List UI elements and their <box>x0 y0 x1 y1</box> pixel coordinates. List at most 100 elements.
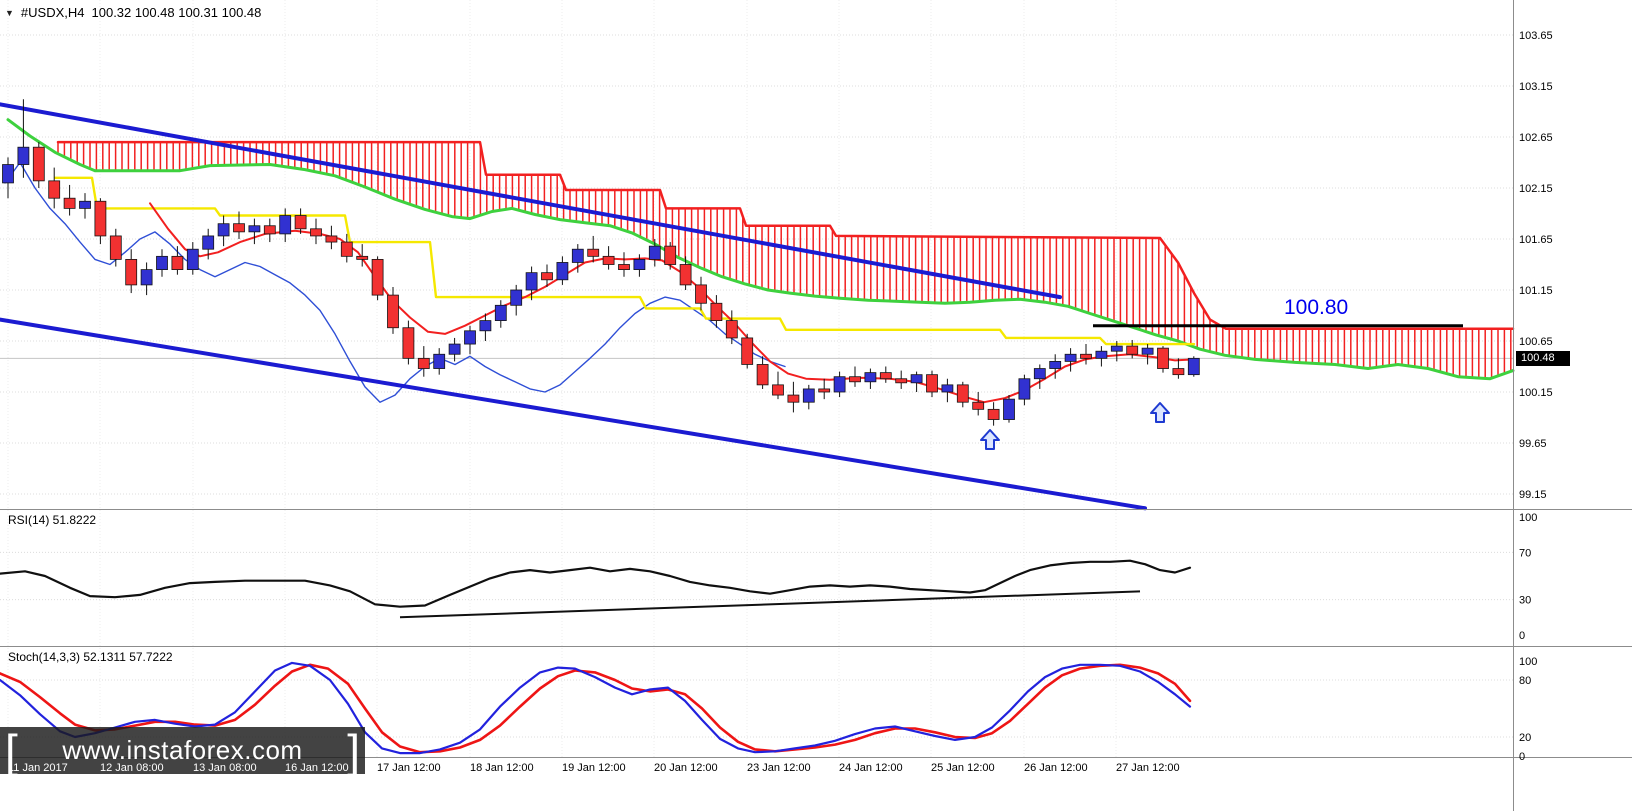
main-chart-canvas[interactable] <box>0 0 1513 509</box>
time-axis-label: 18 Jan 12:00 <box>470 762 534 774</box>
candle-body <box>679 264 692 286</box>
time-axis-label: 23 Jan 12:00 <box>747 762 811 774</box>
candle-body <box>109 235 122 260</box>
candle <box>1018 374 1031 406</box>
up-arrow-marker[interactable] <box>1150 402 1170 423</box>
time-axis-label: 24 Jan 12:00 <box>839 762 903 774</box>
kijun-sen-line <box>53 176 1196 346</box>
candle-body <box>1172 368 1185 376</box>
price-axis-label: 99.15 <box>1519 489 1547 501</box>
candle <box>248 218 261 245</box>
candle-body <box>849 376 861 383</box>
time-axis-label: 19 Jan 12:00 <box>562 762 626 774</box>
candle <box>1095 346 1108 367</box>
candle <box>1064 348 1077 372</box>
candle-body <box>987 408 1000 420</box>
candle-body <box>618 264 630 270</box>
candle-body <box>248 225 261 233</box>
candle <box>556 256 569 285</box>
stoch-indicator-label: Stoch(14,3,3) 52.1311 57.7222 <box>8 650 173 664</box>
candle <box>710 295 723 328</box>
candle <box>217 215 230 247</box>
candle <box>417 346 430 377</box>
candle-body <box>340 241 353 257</box>
candle-body <box>787 394 800 403</box>
candle <box>125 249 138 294</box>
ohlc-values: 100.32 100.48 100.31 100.48 <box>91 5 262 20</box>
candle <box>772 371 784 400</box>
candle-body <box>433 353 446 369</box>
rsi-axis-label: 30 <box>1519 595 1531 607</box>
candle <box>695 276 707 311</box>
candle-body <box>895 378 908 384</box>
candle-body <box>956 384 969 403</box>
rsi-panel-canvas[interactable] <box>0 509 1513 646</box>
candle-body <box>17 146 30 165</box>
candle <box>648 239 661 267</box>
stoch-axis-label: 100 <box>1519 656 1537 668</box>
candle-body <box>79 200 91 209</box>
candle-body <box>94 200 107 237</box>
candle <box>725 310 738 345</box>
candle <box>94 198 107 245</box>
candle-body <box>217 223 230 237</box>
candle-body <box>1064 353 1077 362</box>
candle <box>140 262 153 296</box>
candle <box>741 333 754 369</box>
candle <box>910 371 923 392</box>
candle-body <box>1049 360 1062 369</box>
trendline-1[interactable] <box>0 102 1062 300</box>
rsi-trendline[interactable] <box>399 590 1141 619</box>
candle-body <box>1157 347 1169 369</box>
candle-body <box>63 197 76 209</box>
candle-body <box>371 258 384 296</box>
symbol-period-label: #USDX,H4 <box>20 5 85 20</box>
rsi-indicator-label: RSI(14) 51.8222 <box>8 513 97 527</box>
candle <box>1187 356 1200 377</box>
candle <box>1049 354 1062 379</box>
candle <box>833 371 846 398</box>
time-axis-label: 20 Jan 12:00 <box>654 762 718 774</box>
symbol-dropdown-icon[interactable]: ▼ <box>5 7 14 18</box>
chikou-span-line <box>4 161 786 403</box>
candle-body <box>756 364 769 386</box>
time-axis-label: 12 Jan 08:00 <box>100 762 164 774</box>
candle <box>1033 364 1046 389</box>
candle-body <box>125 258 138 286</box>
candle-body <box>356 255 369 260</box>
hline-price-label[interactable]: 100.80 <box>1284 296 1349 319</box>
candle-body <box>140 269 153 286</box>
candle <box>79 193 91 219</box>
candle <box>1157 346 1169 373</box>
candle <box>956 381 969 408</box>
candle <box>294 208 307 234</box>
candle-body <box>695 284 707 304</box>
rsi-axis-label: 100 <box>1519 512 1537 524</box>
candle <box>479 313 492 341</box>
candle-body <box>263 225 276 235</box>
candle-body <box>1141 347 1154 355</box>
candle <box>1141 344 1154 365</box>
candle <box>263 218 276 243</box>
time-axis-label: 16 Jan 12:00 <box>285 762 349 774</box>
candle <box>233 211 245 239</box>
candle-body <box>1095 350 1108 359</box>
candle-body <box>325 235 338 243</box>
candle <box>972 392 985 416</box>
current-price-badge: 100.48 <box>1516 351 1570 366</box>
candle <box>202 228 215 260</box>
candle <box>387 286 399 334</box>
price-axis-label: 103.15 <box>1519 81 1553 93</box>
candle-body <box>233 223 245 233</box>
up-arrow-marker[interactable] <box>980 429 1000 450</box>
candle-body <box>910 374 923 384</box>
candle <box>17 99 30 178</box>
time-axis-label: 27 Jan 12:00 <box>1116 762 1180 774</box>
candle-body <box>633 258 646 270</box>
chart-title: ▼ #USDX,H4 100.32 100.48 100.31 100.48 <box>5 5 261 20</box>
candle <box>156 249 168 277</box>
trendline-2[interactable] <box>0 317 1147 511</box>
candle-body <box>464 330 476 345</box>
candle <box>325 225 338 250</box>
